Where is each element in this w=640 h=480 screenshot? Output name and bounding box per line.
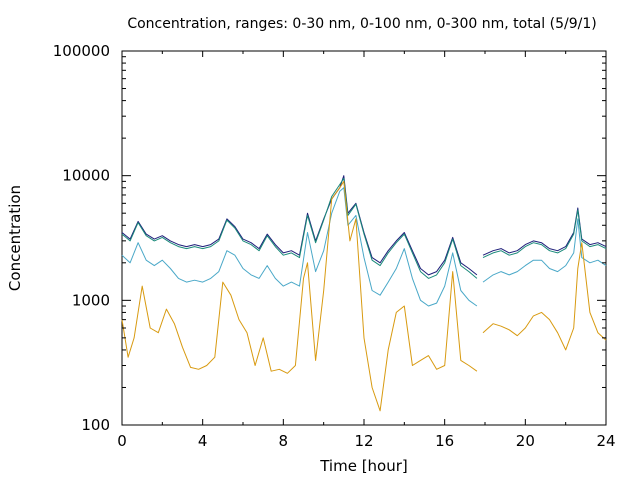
- x-tick-label: 24: [596, 432, 615, 450]
- y-axis-title: Concentration: [6, 185, 24, 291]
- x-tick-label: 4: [198, 432, 208, 450]
- series-group: [121, 175, 607, 412]
- x-axis-title: Time [hour]: [319, 457, 408, 475]
- series-line-2: [121, 177, 607, 279]
- x-axis-ticks: 0 4 8 12 16 20 24: [117, 51, 616, 450]
- y-tick-label: 10000: [62, 167, 110, 185]
- y-tick-label: 100000: [53, 42, 110, 60]
- x-tick-label: 20: [516, 432, 535, 450]
- x-tick-label: 16: [435, 432, 454, 450]
- chart-title: Concentration, ranges: 0-30 nm, 0-100 nm…: [127, 16, 596, 32]
- y-tick-label: 1000: [72, 291, 110, 309]
- series-line-4: [121, 180, 607, 412]
- plot-frame: [121, 50, 607, 426]
- series-line-3: [121, 187, 607, 307]
- x-tick-label: 12: [354, 432, 373, 450]
- y-tick-label: 100: [81, 416, 110, 434]
- y-axis-ticks: 100 1000 10000 100000: [53, 42, 606, 434]
- x-tick-label: 0: [117, 432, 127, 450]
- x-tick-label: 8: [279, 432, 289, 450]
